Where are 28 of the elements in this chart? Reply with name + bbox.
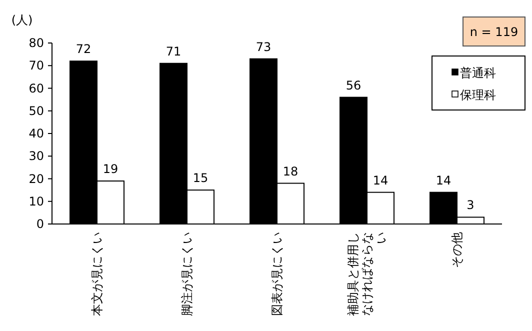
legend-label: 普通科 (460, 66, 496, 80)
y-tick-label: 50 (28, 104, 44, 118)
text: n = 119 (470, 25, 518, 39)
y-tick-label: 40 (28, 126, 44, 140)
x-tick-label: 図表が見にくい (270, 232, 284, 316)
data-label: 3 (466, 198, 474, 212)
data-label: 18 (282, 164, 298, 178)
data-label: 73 (256, 40, 272, 54)
data-label: 71 (166, 44, 182, 58)
x-tick-label: 脚注が見にくい (180, 232, 194, 316)
x-tick-label: 補助具と併用しなければならない (346, 232, 388, 316)
data-label: 56 (346, 78, 362, 92)
y-axis-title: (人) (11, 13, 33, 27)
data-label: 72 (76, 42, 92, 56)
data-label: 19 (102, 162, 118, 176)
y-tick-label: 80 (28, 36, 44, 50)
y-tick-label: 10 (28, 194, 44, 208)
y-tick-label: 30 (28, 149, 44, 164)
x-tick-label: その他 (450, 232, 464, 268)
data-label: 14 (372, 173, 388, 188)
y-tick-label: 70 (28, 58, 44, 73)
y-tick-label: 60 (28, 81, 44, 96)
data-label: 14 (436, 173, 452, 188)
y-tick-label: 0 (36, 217, 44, 231)
x-tick-label: 本文が見にくい (90, 232, 104, 316)
legend-label: 保理科 (460, 88, 496, 102)
data-label: 15 (192, 171, 208, 186)
y-tick-label: 20 (28, 172, 44, 186)
